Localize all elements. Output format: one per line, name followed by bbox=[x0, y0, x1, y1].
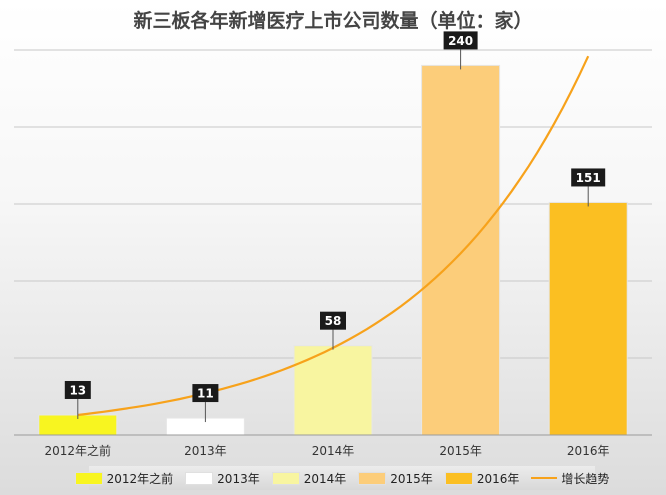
legend-item-4: 2016年 bbox=[444, 470, 520, 487]
x-tick-label-0: 2012年之前 bbox=[45, 443, 112, 458]
legend-swatch-0 bbox=[74, 471, 103, 485]
x-tick-label-1: 2013年 bbox=[184, 444, 227, 458]
legend-label-3: 2015年 bbox=[390, 471, 433, 486]
legend-item-3: 2015年 bbox=[358, 470, 433, 487]
bar-3 bbox=[421, 64, 501, 436]
legend-item-0: 2012年之前 bbox=[74, 470, 174, 487]
legend-swatch-2 bbox=[271, 471, 300, 485]
legend-label-4: 2016年 bbox=[476, 471, 520, 486]
chart-title: 新三板各年新增医疗上市公司数量（单位：家） bbox=[133, 10, 533, 32]
x-tick-label-4: 2016年 bbox=[567, 444, 610, 458]
x-tick-label-3: 2015年 bbox=[439, 444, 482, 458]
data-label-box-4 bbox=[571, 168, 606, 187]
data-label-3: 240 bbox=[448, 34, 473, 48]
legend-label-2: 2014年 bbox=[303, 471, 347, 486]
legend-label-0: 2012年之前 bbox=[106, 471, 174, 486]
x-tick-label-2: 2014年 bbox=[312, 444, 355, 458]
data-label-box-0 bbox=[64, 380, 91, 399]
legend-line-trendline bbox=[531, 477, 558, 479]
data-label-4: 151 bbox=[576, 171, 601, 185]
legend: 2012年之前 2013年 2014年 2015年 2016年 增长趋势 bbox=[74, 466, 609, 490]
data-label-box-1 bbox=[192, 384, 219, 403]
data-label-1: 11 bbox=[197, 387, 214, 401]
data-label-box-2 bbox=[320, 311, 346, 330]
legend-label-1: 2013年 bbox=[217, 471, 260, 486]
legend-item-1: 2013年 bbox=[185, 470, 260, 487]
legend-item-trendline: 增长趋势 bbox=[531, 470, 609, 487]
bar-4 bbox=[548, 201, 628, 436]
legend-item-2: 2014年 bbox=[271, 470, 347, 487]
legend-swatch-1 bbox=[185, 471, 214, 485]
bar-2 bbox=[293, 345, 373, 436]
data-label-0: 13 bbox=[69, 383, 86, 397]
data-label-2: 58 bbox=[325, 314, 342, 328]
legend-swatch-3 bbox=[358, 471, 387, 485]
data-label-box-3 bbox=[443, 31, 478, 50]
legend-label-trendline: 增长趋势 bbox=[561, 471, 610, 486]
legend-swatch-4 bbox=[444, 471, 473, 485]
